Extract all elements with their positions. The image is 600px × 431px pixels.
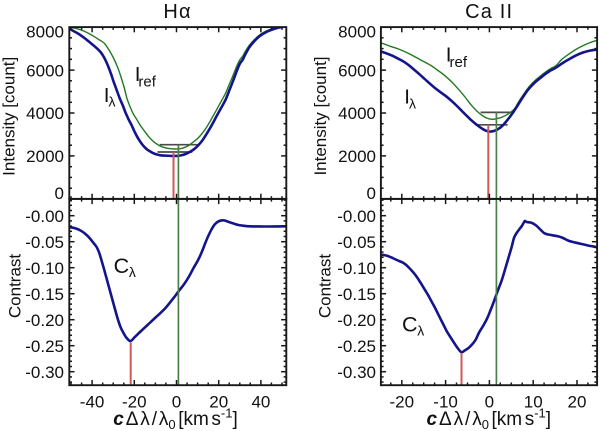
svg-text:Contrast: Contrast (315, 254, 334, 319)
svg-text:Iλ: Iλ (404, 86, 416, 112)
svg-text:-0.00: -0.00 (25, 207, 64, 226)
svg-text:Intensity [count]: Intensity [count] (0, 57, 19, 176)
svg-text:6000: 6000 (26, 61, 64, 80)
svg-text:-0.00: -0.00 (337, 207, 376, 226)
svg-text:6000: 6000 (338, 61, 376, 80)
svg-text:-0.15: -0.15 (25, 285, 64, 304)
svg-text:-0.10: -0.10 (25, 259, 64, 278)
svg-text:-0.30: -0.30 (337, 363, 376, 382)
svg-text:Intensity [count]: Intensity [count] (311, 56, 330, 175)
svg-text:8000: 8000 (338, 22, 376, 41)
svg-text:10: 10 (524, 393, 543, 412)
svg-text:40: 40 (251, 393, 270, 412)
svg-text:-0.25: -0.25 (25, 337, 64, 356)
svg-text:Hα: Hα (163, 1, 190, 23)
svg-text:-0.10: -0.10 (337, 259, 376, 278)
svg-text:-0.20: -0.20 (25, 311, 64, 330)
svg-text:0: 0 (367, 184, 376, 203)
svg-text:4000: 4000 (26, 104, 64, 123)
svg-text:8000: 8000 (26, 22, 64, 41)
svg-text:-0.05: -0.05 (25, 233, 64, 252)
svg-text:-0.20: -0.20 (337, 311, 376, 330)
svg-text:Ca II: Ca II (465, 1, 513, 23)
svg-text:0: 0 (55, 184, 64, 203)
svg-text:20: 20 (209, 393, 228, 412)
svg-text:Contrast: Contrast (5, 254, 24, 319)
svg-text:20: 20 (568, 393, 587, 412)
svg-text:0: 0 (485, 393, 494, 412)
svg-text:-0.05: -0.05 (337, 233, 376, 252)
svg-text:-40: -40 (80, 393, 105, 412)
svg-text:Iλ: Iλ (104, 84, 116, 110)
svg-text:2000: 2000 (26, 147, 64, 166)
svg-text:cΔλ/λ0[kms-1]: cΔλ/λ0[kms-1] (113, 406, 238, 431)
svg-text:-0.30: -0.30 (25, 363, 64, 382)
svg-text:cΔλ/λ0[kms-1]: cΔλ/λ0[kms-1] (427, 406, 552, 431)
svg-text:-10: -10 (433, 393, 458, 412)
svg-text:-0.25: -0.25 (337, 337, 376, 356)
svg-text:0: 0 (172, 393, 181, 412)
svg-text:-20: -20 (390, 393, 415, 412)
svg-text:2000: 2000 (338, 147, 376, 166)
svg-text:-0.15: -0.15 (337, 285, 376, 304)
svg-text:-20: -20 (122, 393, 147, 412)
svg-text:4000: 4000 (338, 104, 376, 123)
